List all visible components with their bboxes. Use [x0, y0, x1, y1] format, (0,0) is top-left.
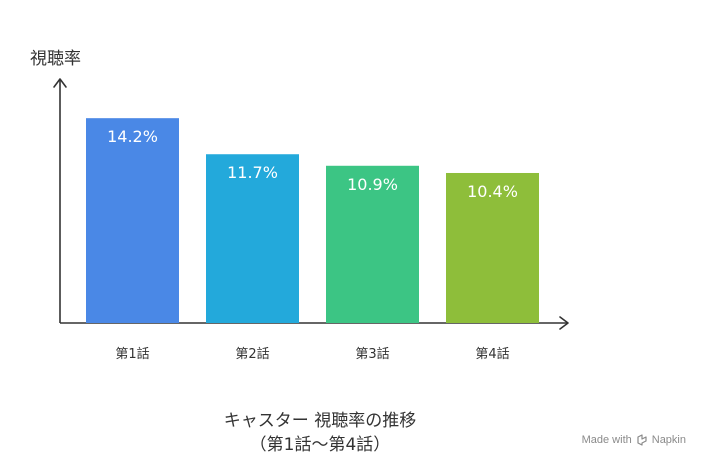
bar-value-label-4: 10.4% — [467, 182, 518, 201]
bar-1 — [86, 118, 179, 324]
credit-brand: Napkin — [651, 434, 686, 446]
bar-2 — [206, 154, 299, 323]
x-tick-label-4: 第4話 — [475, 346, 509, 362]
x-tick-label-2: 第2話 — [235, 346, 269, 362]
y-axis-arrow — [53, 78, 67, 88]
made-with-credit: Made with Napkin — [582, 434, 686, 446]
bar-value-label-3: 10.9% — [347, 175, 398, 194]
x-tick-label-3: 第3話 — [355, 346, 389, 362]
bar-3 — [326, 165, 419, 323]
chart-subtitle: （第1話〜第4話） — [249, 435, 391, 455]
credit-prefix: Made with — [581, 434, 632, 446]
x-tick-label-1: 第1話 — [115, 346, 149, 362]
y-axis-label: 視聴率 — [30, 49, 81, 69]
bar-4 — [446, 172, 539, 323]
chart-title: キャスター 視聴率の推移 — [223, 411, 417, 431]
napkin-logo-icon — [637, 434, 647, 446]
bar-value-label-1: 14.2% — [107, 127, 158, 146]
x-axis-arrow — [559, 316, 569, 330]
bar-value-label-2: 11.7% — [227, 163, 278, 182]
